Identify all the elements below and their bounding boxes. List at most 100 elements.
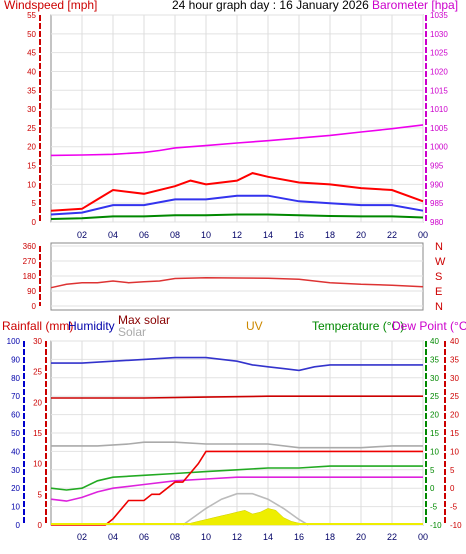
direction-y-axis: 0 90 180 270 360: [23, 242, 41, 311]
barometer-y-tick-label: 1035: [430, 11, 448, 20]
x-tick-label: 16: [294, 532, 304, 542]
min-line: [50, 213, 424, 220]
x-tick-label: 10: [201, 532, 211, 542]
rainfall-line: [51, 450, 423, 526]
wind-y-tick-label: 5: [32, 199, 37, 208]
avg-line: [50, 194, 424, 216]
temperature-tick-label: 40: [430, 337, 439, 346]
humidity-tick-label: 30: [11, 466, 20, 475]
wind_direction-line: [50, 276, 424, 289]
wind-series: [50, 124, 424, 220]
rain-tick-label: 15: [33, 429, 42, 438]
rain-tick-label: 0: [38, 521, 43, 530]
compass-label: N: [435, 241, 443, 253]
dew-point-label: Dew Point (°C): [392, 319, 466, 333]
wind-y-tick-label: 0: [32, 218, 37, 227]
climate-x-axis: 02 04 06 08 10 12 14 16 18 20 22 00: [77, 341, 428, 542]
temperature-tick-label: 15: [430, 429, 439, 438]
x-tick-label: 00: [418, 532, 428, 542]
dew-point-tick-label: 30: [450, 374, 459, 383]
max-solar-label: Max solar: [118, 313, 170, 327]
barometer-y-tick-label: 990: [430, 180, 444, 189]
barometer-y-axis: 980 985 990 995 1000 1005 1010 1015 1020 1025 1030…: [425, 11, 448, 227]
rain-tick-label: 20: [33, 398, 42, 407]
wind-y-tick-label: 50: [27, 30, 36, 39]
wind-y-tick-label: 10: [27, 180, 36, 189]
direction-gridlines: [51, 245, 423, 307]
x-tick-label: 06: [139, 532, 149, 542]
rain-tick-label: 25: [33, 368, 42, 377]
temperature-tick-label: 20: [430, 411, 439, 420]
barometer-line: [50, 124, 424, 157]
barometer-y-tick-label: 980: [430, 218, 444, 227]
humidity-tick-label: 90: [11, 355, 20, 364]
x-tick-label: 14: [263, 230, 273, 240]
direction-y-tick-label: 90: [27, 287, 36, 296]
humidity-tick-label: 100: [7, 337, 21, 346]
x-tick-label: 08: [170, 230, 180, 240]
gust-line: [50, 172, 424, 212]
temperature-tick-label: 5: [430, 466, 435, 475]
x-tick-label: 18: [325, 230, 335, 240]
barometer-y-tick-label: 1015: [430, 86, 448, 95]
barometer-y-tick-label: 985: [430, 199, 444, 208]
rainfall-label: Rainfall (mm): [2, 319, 73, 333]
temperature-tick-label: 30: [430, 374, 439, 383]
temperature-tick-label: -10: [430, 521, 442, 530]
rain-tick-label: 5: [38, 490, 43, 499]
x-tick-label: 22: [387, 230, 397, 240]
wind-y-tick-label: 20: [27, 143, 36, 152]
direction-series: [50, 276, 424, 289]
dew-point-tick-label: 25: [450, 392, 459, 401]
humidity-line: [51, 356, 423, 372]
x-tick-label: 00: [418, 230, 428, 240]
chart-title: 24 hour graph day : 16 January 2026: [172, 0, 369, 12]
humidity-tick-label: 60: [11, 411, 20, 420]
max_solar-line: [182, 492, 309, 526]
temperature-line: [50, 465, 423, 491]
x-tick-label: 12: [232, 532, 242, 542]
temperature-tick-label: -5: [430, 503, 438, 512]
humidity-tick-label: 0: [16, 521, 21, 530]
x-tick-label: 02: [77, 230, 87, 240]
compass-label: E: [435, 286, 442, 298]
barometer-y-tick-label: 1020: [430, 67, 448, 76]
uv-label: UV: [246, 319, 263, 333]
humidity-tick-label: 70: [11, 392, 20, 401]
barometer-y-tick-label: 1000: [430, 143, 448, 152]
dew-point-tick-label: 35: [450, 355, 459, 364]
wind-y-tick-label: 15: [27, 162, 36, 171]
humidity-tick-label: 80: [11, 374, 20, 383]
dew-point-tick-label: 15: [450, 429, 459, 438]
humidity-tick-label: 10: [11, 503, 20, 512]
wind-y-tick-label: 45: [27, 49, 36, 58]
barometer-y-tick-label: 1010: [430, 105, 448, 114]
barometer-y-tick-label: 1030: [430, 30, 448, 39]
compass-label: N: [435, 301, 443, 313]
direction-y-tick-label: 180: [23, 272, 37, 281]
compass-label: W: [435, 256, 446, 268]
solar_grey-line: [51, 441, 423, 449]
x-tick-label: 20: [356, 532, 366, 542]
dew-point-tick-label: 5: [450, 466, 455, 475]
x-tick-label: 18: [325, 532, 335, 542]
dew-point-tick-label: -5: [450, 503, 458, 512]
rain-tick-label: 10: [33, 460, 42, 469]
dew-point-tick-label: 0: [450, 484, 455, 493]
x-tick-label: 02: [77, 532, 87, 542]
direction-y-tick-label: 360: [23, 242, 37, 251]
solar-label: Solar: [118, 325, 146, 339]
rain_flat-line: [51, 395, 423, 399]
temperature-tick-label: 10: [430, 447, 439, 456]
wind-y-tick-label: 55: [27, 11, 36, 20]
compass-label: S: [435, 271, 442, 283]
wind-y-tick-label: 40: [27, 67, 36, 76]
temperature-tick-label: 35: [430, 355, 439, 364]
dew-point-tick-label: -10: [450, 521, 462, 530]
x-tick-label: 08: [170, 532, 180, 542]
x-tick-label: 04: [108, 532, 118, 542]
x-tick-label: 12: [232, 230, 242, 240]
x-tick-label: 14: [263, 532, 273, 542]
